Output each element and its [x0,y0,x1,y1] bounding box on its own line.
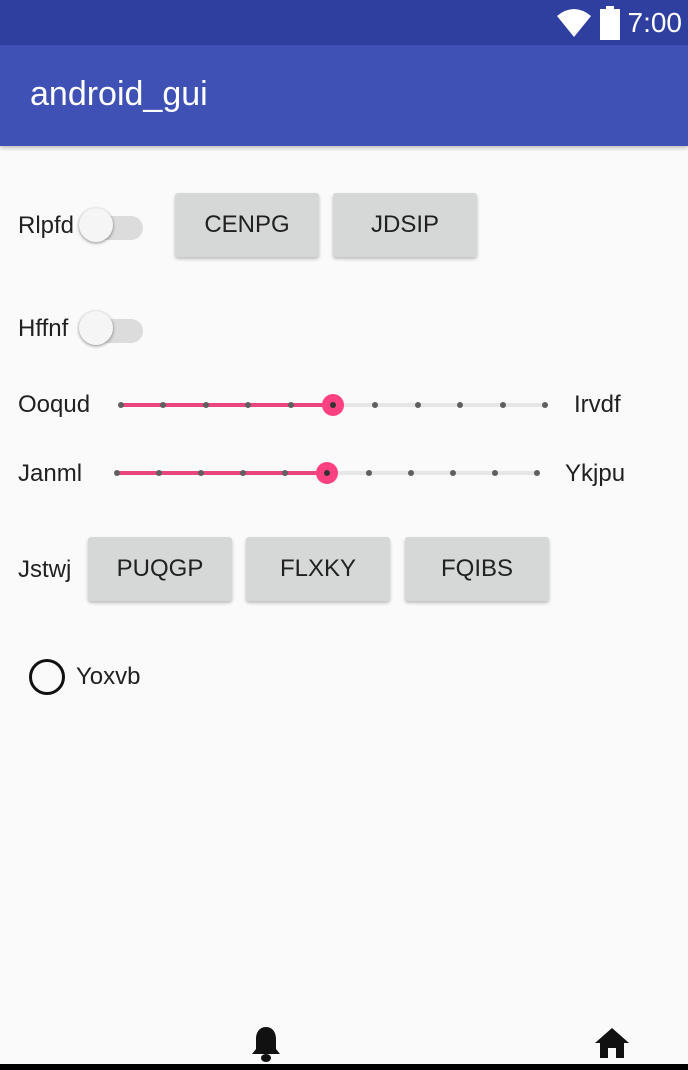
seekbar-tick [287,402,294,408]
home-icon[interactable] [594,1027,630,1059]
seekbar-tick [156,470,162,476]
seekbar-tick [450,470,456,476]
seekbar-tick [240,470,246,476]
toggle-switch-rlpfd[interactable] [79,204,145,248]
switch-label-rlpfd: Rlpfd [18,212,75,239]
seekbar-tick [534,470,540,476]
seekbar-ooqud[interactable] [118,390,548,420]
system-nav-bar [0,1064,688,1070]
slider-right-label-irvdf: Irvdf [574,391,621,418]
seekbar-tick [542,402,548,408]
toggle-switch-hffnf[interactable] [79,307,145,351]
seekbar-tick [499,402,506,408]
radio-circle [29,659,65,695]
switch-thumb [79,208,113,242]
puqgp-button[interactable]: PUQGP [88,537,232,601]
status-time: 7:00 [627,7,683,38]
slider-right-label-ykjpu: Ykjpu [565,460,626,487]
seekbar-tick [408,470,414,476]
seekbar-progress [117,471,327,475]
seekbar-tick [114,470,120,476]
wifi-icon [556,9,591,37]
seekbar-tick [198,470,204,476]
seekbar-thumb[interactable] [322,394,344,416]
seekbar-thumb[interactable] [316,462,338,484]
status-icons: 7:00 [556,4,683,42]
seekbar-tick [245,402,252,408]
seekbar-tick [282,470,288,476]
switch-label-hffnf: Hffnf [18,315,69,342]
button-group-label-jstwj: Jstwj [18,556,72,583]
seekbar-janml[interactable] [114,458,540,488]
status-bar: 7:00 [0,0,688,45]
seekbar-progress [121,403,333,407]
app-bar: android_gui [0,45,688,146]
seekbar-thumb-dot [324,470,330,476]
flxky-button[interactable]: FLXKY [246,537,390,601]
seekbar-thumb-dot [330,402,336,408]
battery-icon [599,6,620,40]
cenpg-button[interactable]: CENPG [175,193,319,257]
seekbar-tick [414,402,421,408]
slider-left-label-janml: Janml [18,460,83,487]
seekbar-tick [202,402,209,408]
jdsip-button[interactable]: JDSIP [333,193,477,257]
slider-left-label-ooqud: Ooqud [18,391,91,418]
radio-button-yoxvb[interactable] [29,659,65,695]
seekbar-tick [492,470,498,476]
radio-label-yoxvb[interactable]: Yoxvb [76,663,141,690]
seekbar-tick [160,402,167,408]
seekbar-tick [366,470,372,476]
switch-thumb [79,311,113,345]
app-title: android_gui [30,75,208,113]
seekbar-tick [457,402,464,408]
seekbar-tick [372,402,379,408]
bell-icon[interactable] [250,1025,282,1063]
seekbar-tick [118,402,124,408]
fqibs-button[interactable]: FQIBS [405,537,549,601]
